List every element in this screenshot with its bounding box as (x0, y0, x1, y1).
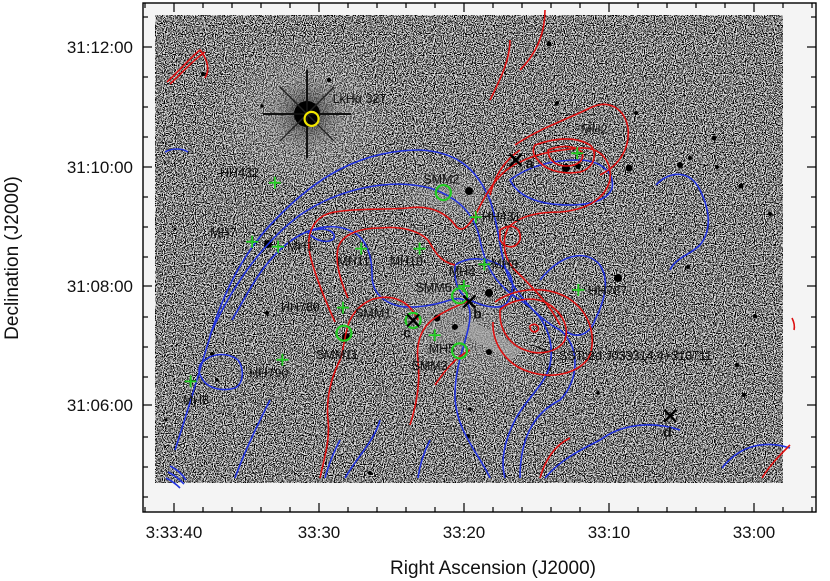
label-position-a: a (526, 155, 534, 171)
label-mh1: MH1 (287, 240, 313, 254)
label-mh11: MH11 (337, 255, 369, 269)
label-mh4: MH4 (449, 265, 475, 279)
cross-c (406, 313, 420, 328)
label-smm2: SMM2 (423, 173, 459, 187)
label-hh787: HH787 (588, 284, 627, 298)
circle-smm3 (450, 342, 469, 360)
x-tick-label: 33:00 (733, 523, 776, 542)
cross-b (462, 294, 477, 309)
label-position-d: d (663, 424, 672, 440)
marker-mh8 (184, 375, 197, 388)
label-smm11: SMM11 (316, 348, 358, 362)
label-position-c: c (403, 324, 411, 340)
marker-mh1 (272, 240, 285, 253)
label-sstc2d-source: SSTc2d J033314.4+310711 (559, 349, 712, 363)
y-axis-title: Declination (J2000) (2, 176, 23, 340)
label-mh7: MH7 (210, 226, 236, 240)
label-hh790: HH790 (249, 367, 288, 381)
marker-hh787 (572, 283, 585, 296)
circle-smm1 (404, 311, 422, 330)
label-mh2: MH2 (581, 122, 607, 136)
marker-hh789 (336, 301, 349, 314)
axis-ticks (143, 3, 816, 512)
star-lkha327-circle (303, 110, 320, 127)
label-mh10: MH10 (390, 255, 423, 269)
y-tick-label: 31:06:00 (67, 396, 133, 415)
label-lkh-327: LkHα 327 (333, 92, 387, 106)
y-tick-label: 31:08:00 (67, 277, 133, 296)
overlay-markers: LkHα 327 HH432 MH7 MH1 MH11 MH10 HH789 HH790 MH8… (67, 38, 775, 542)
x-tick-label: 3:33:40 (146, 523, 203, 542)
x-tick-label: 33:30 (298, 523, 341, 542)
label-position-b: b (473, 306, 482, 322)
y-tick-label: 31:12:00 (67, 38, 133, 57)
sky-image (143, 3, 816, 512)
x-axis-title: Right Ascension (J2000) (390, 558, 596, 579)
marker-mh10 (413, 242, 426, 255)
label-smm3: SMM3 (412, 359, 448, 373)
marker-hh790 (276, 353, 289, 366)
marker-hh431 (469, 211, 482, 224)
label-mh3: MH3 (491, 257, 517, 271)
marker-mh3 (478, 258, 491, 271)
marker-mh5 (428, 329, 441, 342)
label-hh789: HH789 (281, 301, 320, 315)
circle-smm6 (450, 287, 469, 305)
cross-a (508, 153, 523, 167)
marker-hh432 (268, 176, 281, 189)
marker-mh11 (355, 242, 368, 255)
marker-mh7 (246, 235, 259, 248)
label-hh432: HH432 (220, 166, 259, 180)
label-smm1: SMM1 (355, 306, 391, 320)
label-mh5: MH5 (429, 342, 455, 356)
label-hh431: HH431 (482, 210, 521, 224)
x-tick-label: 33:10 (588, 523, 631, 542)
marker-mh2 (571, 147, 584, 160)
y-tick-label: 31:10:00 (67, 158, 133, 177)
x-tick-label: 33:20 (443, 523, 486, 542)
label-smm6: SMM6 (416, 281, 452, 295)
label-mh8: MH8 (183, 393, 209, 407)
circle-smm2 (434, 183, 452, 202)
cross-d (663, 408, 677, 423)
circle-smm11 (335, 324, 353, 342)
